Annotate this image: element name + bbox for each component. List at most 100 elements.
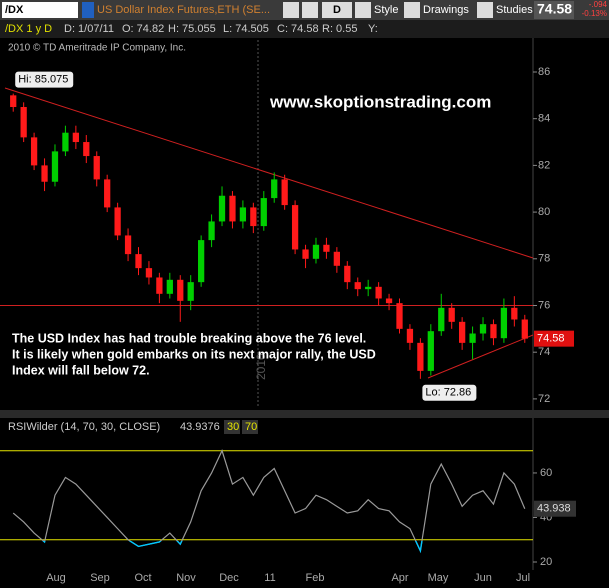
candle-body: [469, 333, 476, 343]
last-price-label: 74.58: [537, 333, 565, 345]
x-tick-label: 11: [264, 572, 275, 584]
low-label: Lo: 72.86: [425, 387, 471, 399]
candle-body: [51, 151, 59, 182]
last-box: [534, 1, 574, 19]
candle-body: [145, 268, 153, 278]
candle-body: [62, 132, 69, 152]
rsi-title-value: 43.9376: [180, 421, 220, 433]
info-date: D: 1/07/11: [64, 23, 114, 35]
description: US Dollar Index Futures,ETH (SE...: [97, 4, 270, 16]
last-value-box: [534, 500, 576, 517]
watermark: www.skoptionstrading.com: [269, 92, 491, 111]
candle-body: [83, 142, 90, 157]
candle-body: [479, 324, 487, 334]
y-tick-label: 84: [538, 113, 550, 125]
x-tick-label: May: [428, 572, 449, 584]
candle-body: [417, 342, 424, 371]
candle-body: [72, 132, 79, 143]
y-tick-label: 82: [538, 159, 550, 171]
candle-body: [20, 107, 27, 138]
style-button[interactable]: Style: [374, 4, 398, 16]
x-tick-label: Jul: [516, 572, 530, 584]
y-tick-label: 80: [538, 206, 550, 218]
candle-body: [260, 198, 267, 227]
rsi-line: [12, 449, 526, 553]
y-tick-label: 78: [538, 253, 550, 265]
y-tick-label: 60: [540, 467, 552, 479]
candle-body: [323, 244, 330, 252]
chart-id: /DX 1 y D: [5, 23, 52, 35]
rsi-title: RSIWilder (14, 70, 30, CLOSE): [8, 421, 160, 433]
candle-body: [239, 207, 247, 222]
candle-body: [406, 328, 414, 343]
tool-button[interactable]: [302, 2, 318, 18]
y-tick-label: 86: [538, 66, 550, 78]
candle-body: [333, 251, 340, 266]
candle-body: [521, 319, 528, 339]
rsi-last-label: 43.938: [537, 503, 571, 515]
info-close: C: 74.58: [277, 23, 319, 35]
symbol-box[interactable]: [2, 2, 78, 18]
level-label: 70: [245, 421, 257, 433]
label-box: [422, 384, 477, 401]
y-tick-label: 20: [540, 556, 552, 568]
candle-body: [291, 205, 299, 250]
tool-button[interactable]: [477, 2, 493, 18]
tool-button[interactable]: [404, 2, 420, 18]
info-bar: [0, 20, 609, 38]
candle-body: [250, 207, 257, 227]
change-pct: -0.13%: [582, 9, 607, 18]
candle-body: [104, 179, 111, 208]
x-tick-label: Apr: [391, 572, 408, 584]
candle-body: [114, 207, 121, 236]
candle-body: [396, 303, 403, 329]
candle-body: [41, 165, 48, 182]
info-open: O: 74.82: [122, 23, 164, 35]
rsi-oversold: [42, 541, 423, 554]
year-marker: 2010: [254, 353, 268, 380]
candle-body: [229, 195, 236, 222]
candle-body: [177, 279, 184, 301]
period-button[interactable]: [322, 2, 352, 18]
change: -.094: [589, 0, 608, 9]
candle-body: [218, 195, 226, 222]
candle-body: [365, 286, 372, 290]
candle-body: [500, 307, 508, 339]
symbol[interactable]: /DX: [5, 4, 24, 16]
period[interactable]: D: [333, 4, 341, 16]
info-high: H: 75.055: [168, 23, 216, 35]
candle-body: [135, 254, 142, 269]
candle-body: [30, 137, 38, 166]
candle-body: [302, 249, 309, 259]
x-tick-label: Jun: [474, 572, 492, 584]
candle-body: [166, 279, 173, 294]
level-label: 30: [227, 421, 239, 433]
level-chip: [224, 420, 240, 434]
last-price: 74.58: [537, 1, 572, 17]
candle-body: [198, 240, 205, 283]
candle-body: [312, 244, 320, 259]
studies-button[interactable]: Studies: [496, 4, 533, 16]
info-range: R: 0.55: [322, 23, 357, 35]
candle-body: [490, 324, 497, 339]
panel-divider: [0, 410, 609, 418]
candle-body: [187, 282, 194, 301]
candle-body: [208, 221, 215, 241]
tool-button[interactable]: [283, 2, 299, 18]
drawings-button[interactable]: Drawings: [423, 4, 469, 16]
x-tick-label: Feb: [306, 572, 325, 584]
candle-body: [93, 156, 100, 180]
candle-body: [511, 307, 518, 320]
y-tick-label: 76: [538, 299, 550, 311]
note-line: Index will fall below 72.: [12, 363, 150, 377]
copyright: 2010 © TD Ameritrade IP Company, Inc.: [8, 43, 186, 54]
tool-button[interactable]: [355, 2, 371, 18]
symbol-menu[interactable]: [82, 2, 94, 18]
y-tick-label: 72: [538, 393, 550, 405]
last-price-box: [534, 330, 574, 347]
x-tick-label: Sep: [90, 572, 110, 584]
x-tick-label: Aug: [46, 572, 66, 584]
candle-body: [156, 277, 163, 294]
